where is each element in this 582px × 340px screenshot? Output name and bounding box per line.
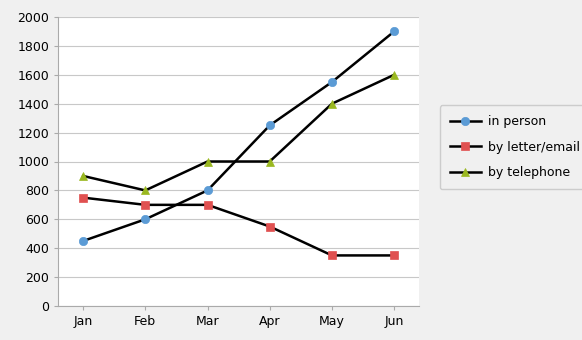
Legend: in person, by letter/email, by telephone: in person, by letter/email, by telephone	[440, 105, 582, 189]
by telephone	[142, 188, 149, 192]
by telephone	[391, 73, 398, 77]
in person	[328, 80, 335, 84]
by letter/email	[391, 253, 398, 257]
by telephone	[266, 159, 273, 164]
by telephone	[328, 102, 335, 106]
in person	[142, 217, 149, 221]
by telephone	[204, 159, 211, 164]
in person	[204, 188, 211, 192]
by letter/email	[266, 224, 273, 228]
by telephone	[80, 174, 87, 178]
by letter/email	[142, 203, 149, 207]
Line: in person: in person	[79, 27, 398, 245]
by letter/email	[328, 253, 335, 257]
in person	[391, 30, 398, 34]
in person	[80, 239, 87, 243]
by letter/email	[80, 195, 87, 200]
Line: by letter/email: by letter/email	[79, 193, 398, 260]
by letter/email	[204, 203, 211, 207]
in person	[266, 123, 273, 128]
Line: by telephone: by telephone	[79, 71, 398, 194]
